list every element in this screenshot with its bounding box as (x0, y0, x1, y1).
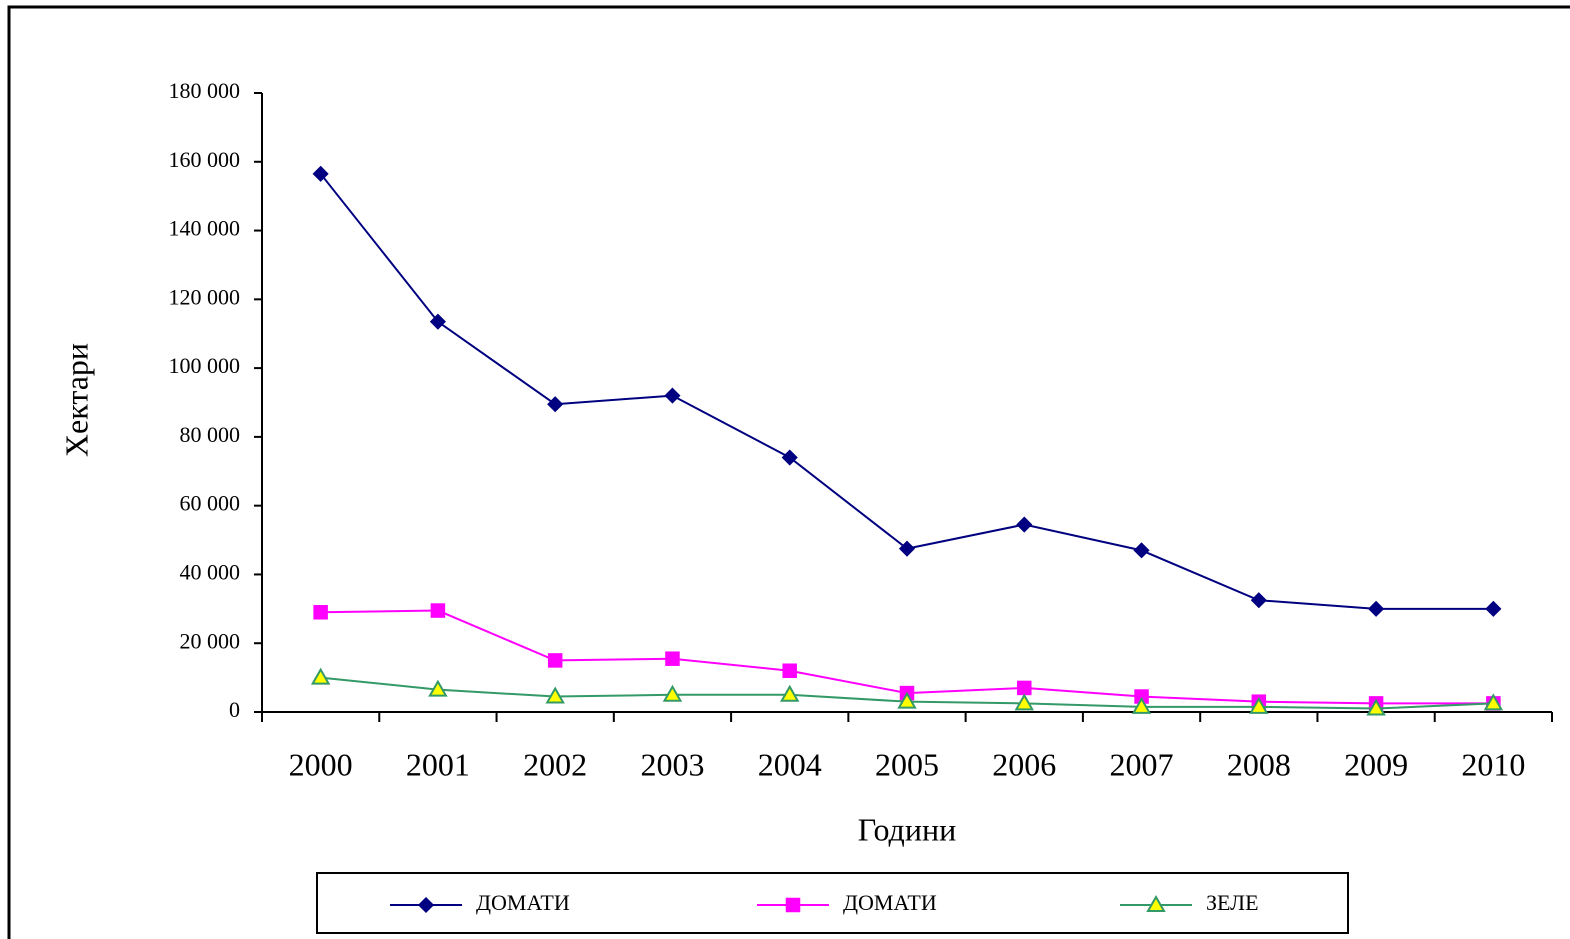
y-tick-label: 160 000 (169, 147, 241, 172)
y-axis-title: Хектари (58, 343, 94, 457)
y-tick-label: 140 000 (169, 216, 241, 241)
data-point (1017, 680, 1032, 696)
y-tick-label: 180 000 (169, 78, 241, 103)
legend-label: ЗЕЛЕ (1206, 890, 1259, 915)
data-point (662, 684, 683, 702)
y-tick-label: 0 (229, 697, 240, 722)
y-tick-label: 80 000 (180, 422, 241, 447)
data-point (430, 603, 446, 618)
x-tick-label: 2010 (1461, 746, 1525, 782)
x-tick-label: 2009 (1344, 746, 1408, 782)
data-point (313, 605, 328, 620)
data-point (1131, 696, 1152, 714)
x-tick-label: 2006 (992, 746, 1056, 782)
y-tick-label: 20 000 (180, 628, 241, 653)
x-tick-label: 2002 (523, 746, 587, 782)
legend-label: ДОМАТИ (476, 890, 570, 915)
data-point (545, 686, 565, 704)
data-point (1250, 592, 1267, 609)
data-point (1133, 542, 1150, 559)
data-point (1368, 600, 1385, 617)
data-point (1014, 693, 1034, 711)
y-tick-label: 120 000 (169, 284, 241, 309)
data-point (547, 396, 564, 413)
data-point (780, 684, 800, 702)
x-tick-label: 2000 (289, 746, 353, 782)
y-tick-label: 40 000 (180, 559, 241, 584)
data-point (1483, 693, 1504, 711)
data-point (547, 653, 563, 668)
data-point (312, 165, 329, 182)
legend-marker (417, 896, 435, 914)
data-point (1016, 516, 1033, 533)
y-tick-label: 60 000 (180, 491, 241, 516)
data-point (665, 651, 680, 666)
data-point (310, 667, 331, 685)
chart-frame (7, 5, 1570, 939)
x-tick-label: 2005 (875, 746, 939, 782)
x-tick-label: 2008 (1227, 746, 1291, 782)
data-point (664, 387, 681, 404)
data-point (898, 540, 916, 557)
legend-label: ДОМАТИ (843, 890, 937, 915)
data-point (781, 449, 798, 466)
data-point (429, 313, 446, 330)
data-point (1485, 600, 1502, 617)
x-tick-label: 2001 (406, 746, 470, 782)
y-tick-label: 100 000 (169, 353, 241, 378)
x-tick-label: 2004 (758, 746, 822, 782)
x-axis-title: Години (858, 811, 956, 847)
legend-marker (785, 897, 801, 913)
data-point (1249, 696, 1269, 714)
data-point (428, 679, 448, 697)
data-point (782, 663, 797, 678)
data-point (1366, 698, 1386, 716)
x-tick-label: 2003 (640, 746, 704, 782)
legend-box (316, 872, 1349, 934)
x-tick-label: 2007 (1110, 746, 1174, 782)
data-point (897, 691, 917, 709)
legend-marker (1146, 894, 1166, 912)
